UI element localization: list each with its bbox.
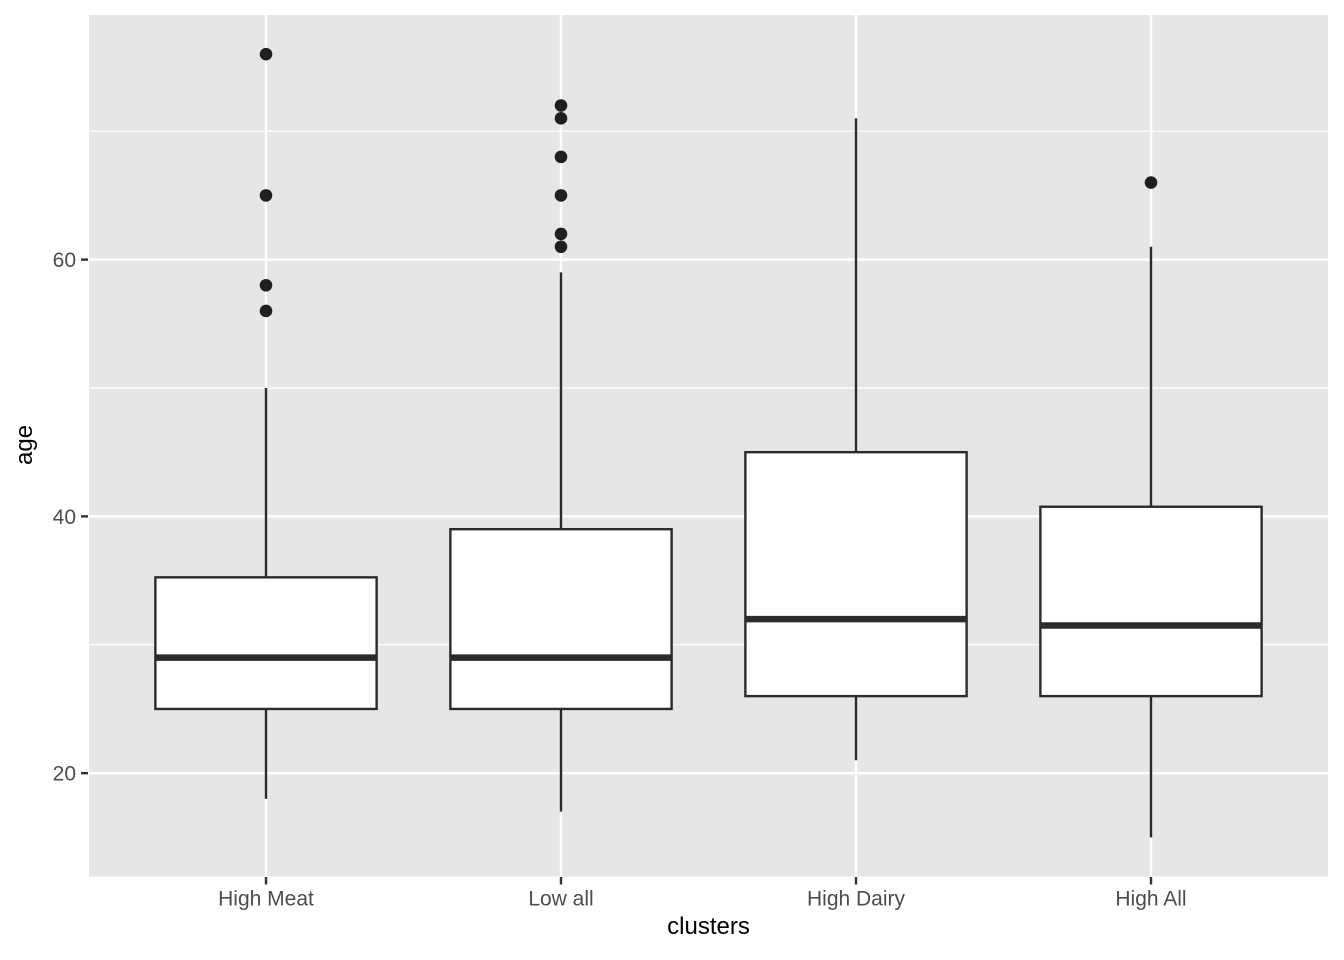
- outlier-point: [554, 150, 568, 164]
- x-tick-label: High Dairy: [807, 888, 906, 911]
- y-tick-label: 40: [53, 506, 76, 529]
- y-axis-title: age: [11, 424, 38, 466]
- x-tick-label: High All: [1115, 888, 1186, 911]
- outlier-point: [554, 189, 568, 202]
- box: [449, 528, 673, 711]
- x-tick-label: High Meat: [218, 888, 314, 911]
- outlier-point: [554, 99, 568, 112]
- box: [744, 450, 968, 698]
- outlier-point: [259, 189, 273, 202]
- outlier-point: [554, 112, 568, 125]
- outlier-point: [554, 227, 568, 241]
- x-axis-title: clusters: [667, 913, 750, 940]
- plot-panel: [89, 15, 1328, 877]
- outlier-point: [1144, 176, 1158, 189]
- outlier-point: [554, 240, 568, 254]
- outlier-point: [259, 47, 273, 61]
- y-tick-label: 60: [53, 249, 76, 272]
- outlier-point: [259, 304, 273, 318]
- outlier-point: [259, 278, 273, 292]
- box: [154, 576, 378, 711]
- y-tick-label: 20: [53, 763, 76, 786]
- box: [1039, 505, 1263, 698]
- x-tick-label: Low all: [528, 888, 593, 911]
